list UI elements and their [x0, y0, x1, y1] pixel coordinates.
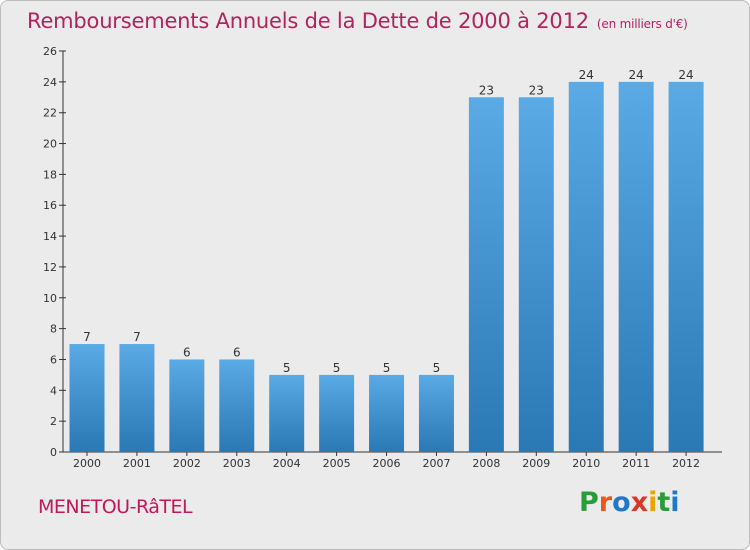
data-label: 24	[629, 68, 644, 82]
x-tick-label: 2010	[572, 457, 600, 470]
data-label: 24	[579, 68, 594, 82]
data-label: 7	[83, 330, 91, 344]
y-tick-label: 24	[43, 76, 57, 89]
y-tick-label: 26	[43, 45, 57, 58]
x-tick-label: 2006	[373, 457, 401, 470]
y-tick-label: 0	[50, 446, 57, 459]
y-tick-label: 14	[43, 230, 57, 243]
chart-title-text: Remboursements Annuels de la Dette de 20…	[27, 9, 589, 33]
y-tick-label: 4	[50, 384, 57, 397]
bar-2004	[269, 374, 305, 452]
logo-letter: i	[648, 487, 658, 518]
data-label: 24	[678, 68, 693, 82]
chart-subtitle: (en milliers d'€)	[596, 17, 688, 31]
bar-2005	[319, 374, 355, 452]
logo-letter: i	[670, 487, 680, 518]
x-tick-label: 2003	[223, 457, 251, 470]
data-label: 5	[333, 361, 341, 375]
chart-data-labels: 7 7 6 6 5 5 5 5 23 23 24 24 24	[83, 68, 694, 375]
x-tick-label: 2005	[323, 457, 351, 470]
x-tick-label: 2008	[472, 457, 500, 470]
data-label: 5	[383, 361, 391, 375]
bar-2006	[369, 374, 405, 452]
bar-2000	[69, 344, 105, 452]
bar-2011	[618, 81, 654, 452]
data-label: 23	[529, 83, 544, 97]
bar-2001	[119, 344, 155, 452]
logo-letter: o	[612, 487, 631, 518]
data-label: 23	[479, 83, 494, 97]
y-tick-label: 2	[50, 415, 57, 428]
data-label: 7	[133, 330, 141, 344]
bar-2010	[568, 81, 604, 452]
x-tick-label: 2012	[672, 457, 700, 470]
logo-letter: x	[630, 487, 649, 518]
x-tick-label: 2011	[622, 457, 650, 470]
y-tick-label: 20	[43, 138, 57, 151]
bar-2009	[518, 97, 554, 453]
data-label: 5	[433, 361, 441, 375]
x-tick-label: 2001	[123, 457, 151, 470]
bar-2003	[219, 359, 255, 452]
data-label: 5	[283, 361, 291, 375]
data-label: 6	[233, 345, 241, 359]
y-tick-label: 22	[43, 107, 57, 120]
y-tick-label: 10	[43, 292, 57, 305]
logo-letter: t	[657, 487, 671, 518]
x-tick-label: 2000	[73, 457, 101, 470]
x-tick-label: 2002	[173, 457, 201, 470]
y-tick-label: 8	[50, 323, 57, 336]
data-label: 6	[183, 345, 191, 359]
proxiti-logo: Proxiti	[579, 487, 680, 518]
y-tick-label: 12	[43, 261, 57, 274]
bar-2002	[169, 359, 205, 452]
logo-letter: r	[598, 487, 613, 518]
bar-2012	[668, 81, 704, 452]
logo-letter: P	[579, 487, 599, 518]
commune-name: MENETOU-RâTEL	[38, 496, 193, 518]
bar-2008	[468, 97, 504, 453]
y-tick-label: 18	[43, 168, 57, 181]
x-tick-label: 2004	[273, 457, 301, 470]
x-tick-label: 2009	[522, 457, 550, 470]
y-tick-label: 6	[50, 353, 57, 366]
y-tick-label: 16	[43, 199, 57, 212]
bar-2007	[418, 374, 454, 452]
x-tick-label: 2007	[422, 457, 450, 470]
chart-title: Remboursements Annuels de la Dette de 20…	[27, 9, 688, 33]
chart-bars	[69, 81, 704, 453]
